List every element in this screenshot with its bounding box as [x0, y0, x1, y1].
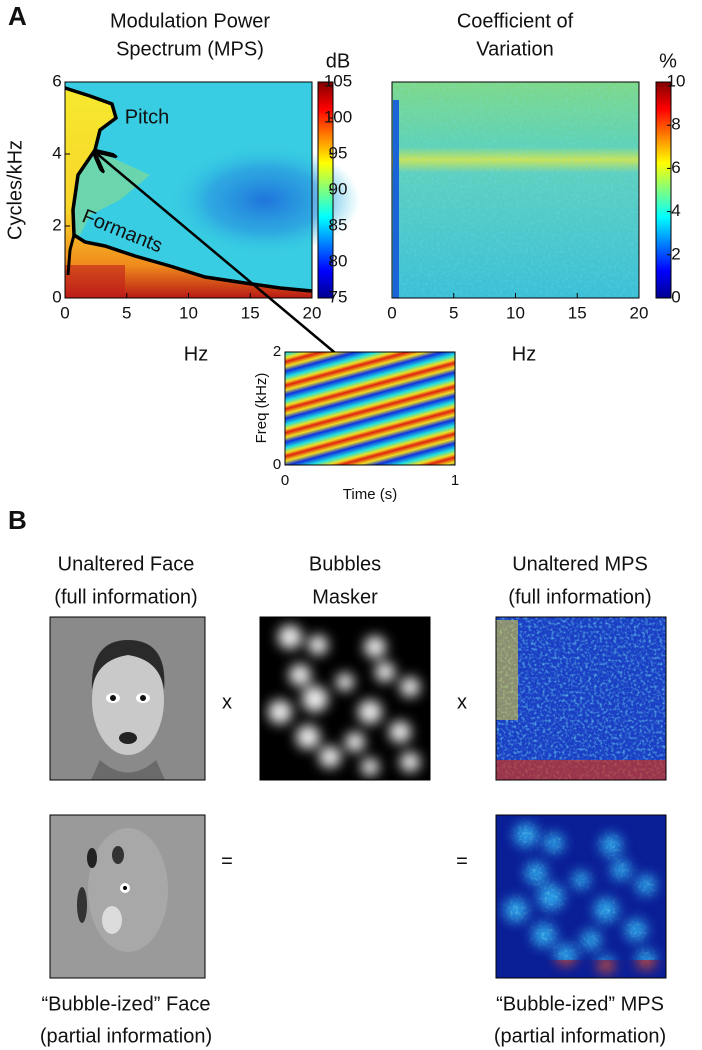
arrow — [95, 152, 341, 358]
colorbar-tick-label: 6 — [671, 158, 680, 177]
x-tick-label: 15 — [568, 303, 587, 322]
x-tick-label: 1 — [451, 472, 459, 489]
colorbar-tick-label: 100 — [324, 107, 352, 126]
image-title: Bubbles — [309, 553, 381, 575]
bubbled-mps-image — [495, 814, 667, 979]
image-title: “Bubble-ized” MPS — [496, 993, 664, 1015]
y-axis-label: Freq (kHz) — [253, 373, 270, 444]
x-axis-label: Hz — [184, 343, 208, 365]
colorbar-tick-label: 95 — [329, 143, 348, 162]
colorbar-tick-label: 2 — [671, 244, 680, 263]
y-tick-label: 0 — [273, 456, 281, 473]
colorbar-tick-label: 85 — [329, 215, 348, 234]
x-tick-label: 0 — [281, 472, 289, 489]
image-title: Unaltered MPS — [512, 553, 648, 575]
x-tick-label: 20 — [630, 303, 649, 322]
y-tick-label: 2 — [52, 215, 61, 234]
colorbar-tick-label: 8 — [671, 115, 680, 134]
colorbar-tick-label: 90 — [329, 179, 348, 198]
x-tick-label: 10 — [179, 303, 198, 322]
y-tick-label: 0 — [52, 287, 61, 306]
image-title: “Bubble-ized” Face — [42, 993, 211, 1015]
x-tick-label: 0 — [60, 303, 69, 322]
operator: = — [456, 850, 468, 872]
heatmap — [64, 81, 360, 299]
image-title: (partial information) — [494, 1025, 666, 1047]
plot-title: Modulation Power — [110, 10, 270, 32]
x-tick-label: 20 — [303, 303, 322, 322]
operator: x — [457, 691, 467, 713]
bubbled-face-image — [49, 814, 206, 979]
operator: = — [221, 850, 233, 872]
masker-image — [259, 616, 431, 781]
x-tick-label: 0 — [387, 303, 396, 322]
x-tick-label: 5 — [449, 303, 458, 322]
face-image — [49, 616, 206, 781]
panel-label: B — [8, 505, 27, 535]
panel-label: A — [8, 1, 27, 31]
annotation: Pitch — [125, 106, 169, 128]
colorbar-tick-label: 75 — [329, 287, 348, 306]
colorbar-tick-label: 80 — [329, 251, 348, 270]
image-title: (full information) — [54, 586, 197, 608]
heatmap — [391, 81, 640, 299]
plot-title: Coefficient of — [457, 10, 574, 32]
colorbar-tick-label: 105 — [324, 71, 352, 90]
colorbar — [655, 81, 672, 299]
image-title: (partial information) — [40, 1025, 212, 1047]
x-axis-label: Hz — [512, 343, 536, 365]
plot-title: Variation — [476, 38, 553, 60]
mps-image — [495, 616, 667, 781]
x-tick-label: 10 — [506, 303, 525, 322]
plot-title: Spectrum (MPS) — [116, 38, 264, 60]
y-tick-label: 2 — [273, 343, 281, 360]
image-title: (full information) — [508, 586, 651, 608]
y-tick-label: 4 — [52, 143, 61, 162]
y-axis-label: Cycles/kHz — [4, 140, 26, 240]
colorbar-tick-label: 10 — [667, 71, 686, 90]
colorbar-tick-label: 0 — [671, 287, 680, 306]
inset-image — [284, 351, 456, 466]
colorbar-label: dB — [326, 50, 350, 72]
x-tick-label: 5 — [122, 303, 131, 322]
y-tick-label: 6 — [52, 71, 61, 90]
operator: x — [222, 691, 232, 713]
x-axis-label: Time (s) — [343, 486, 397, 503]
image-title: Unaltered Face — [58, 553, 195, 575]
colorbar-tick-label: 4 — [671, 201, 680, 220]
colorbar-label: % — [659, 50, 677, 72]
image-title: Masker — [312, 586, 378, 608]
x-tick-label: 15 — [241, 303, 260, 322]
